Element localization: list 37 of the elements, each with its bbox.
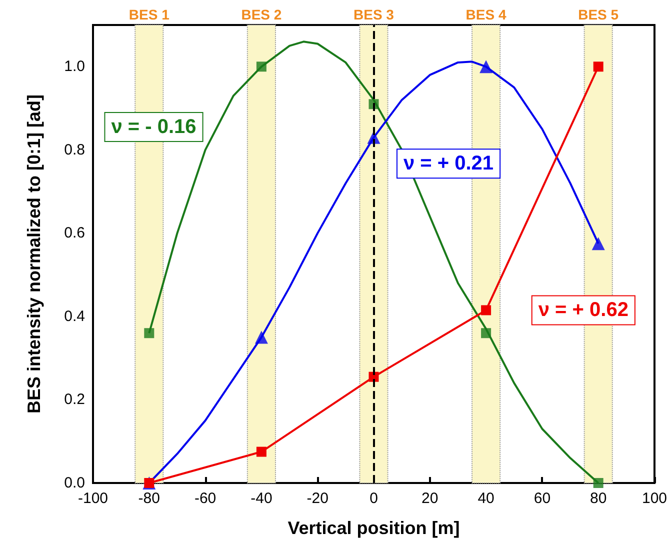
- y-tick-label: 0.4: [64, 308, 85, 325]
- y-tick-label: 0.2: [64, 391, 85, 408]
- y-tick-label: 0.8: [64, 141, 85, 158]
- point: [480, 60, 493, 74]
- point: [254, 330, 268, 344]
- text: ν = + 0.62: [538, 299, 628, 322]
- point: [481, 328, 492, 338]
- band-label: BES 1: [128, 6, 170, 22]
- band-label: BES 5: [578, 6, 619, 22]
- text: ν = - 0.16: [111, 116, 196, 138]
- point: [593, 478, 604, 488]
- y-tick-label: 0.0: [64, 474, 85, 492]
- x-tick-label: 80: [590, 490, 607, 507]
- x-tick-label: -20: [306, 490, 328, 507]
- band-label: BES 2: [241, 6, 282, 22]
- x-tick-label: 60: [534, 490, 551, 507]
- x-tick-label: 0: [370, 490, 378, 507]
- point: [144, 328, 154, 338]
- x-axis-title: Vertical position [m]: [288, 518, 460, 538]
- x-tick-label: -100: [78, 490, 108, 507]
- y-tick-label: 0.6: [64, 224, 85, 242]
- point: [481, 305, 492, 316]
- x-tick-label: -60: [194, 490, 216, 507]
- band-label: BES 4: [466, 6, 506, 22]
- band-label: BES 3: [354, 6, 394, 22]
- x-tick-label: 100: [642, 490, 667, 507]
- x-tick-label: 20: [422, 490, 438, 507]
- y-axis-title: BES intensity normalized to [0:1] [ad]: [24, 94, 44, 414]
- x-tick-label: -40: [250, 490, 272, 507]
- point: [592, 237, 605, 250]
- point: [256, 446, 266, 457]
- x-tick-label: -80: [138, 490, 160, 507]
- y-tick-label: 1.0: [64, 58, 85, 76]
- point: [593, 62, 604, 72]
- x-tick-label: 40: [478, 490, 494, 507]
- point: [256, 62, 266, 72]
- series-label: ν = + 0.21: [403, 152, 494, 175]
